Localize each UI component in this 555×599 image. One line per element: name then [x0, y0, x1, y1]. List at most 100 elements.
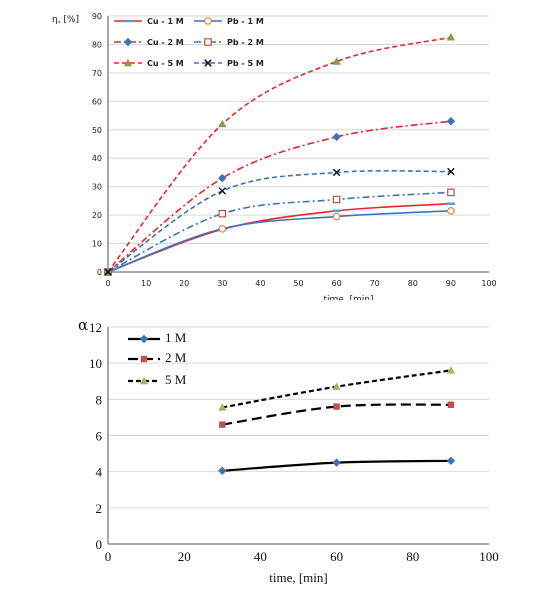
data-point — [218, 209, 227, 218]
legend-label: 2 M — [165, 350, 187, 365]
legend-marker — [140, 355, 148, 363]
series-line — [222, 403, 451, 426]
y-axis-label: α — [78, 316, 88, 334]
data-point — [218, 466, 227, 475]
y-tick-label: 0 — [96, 537, 103, 552]
data-point — [332, 458, 341, 467]
data-point — [446, 117, 456, 126]
data-point — [332, 382, 341, 390]
y-tick-label: 10 — [92, 240, 102, 249]
data-point — [446, 33, 456, 41]
x-tick-label: 0 — [105, 549, 112, 564]
series-line — [107, 202, 451, 273]
data-point — [104, 268, 112, 276]
y-tick-label: 70 — [92, 69, 102, 78]
series — [104, 167, 455, 276]
legend-label: Pb - 5 M — [227, 59, 264, 68]
x-tick-label: 60 — [332, 279, 342, 288]
data-point — [446, 366, 456, 374]
legend-entry: Pb - 2 M — [194, 38, 264, 47]
y-tick-label: 10 — [89, 356, 102, 371]
legend-entry: 5 M — [128, 372, 187, 387]
x-tick-label: 20 — [178, 549, 191, 564]
chart-efficiency: 0 10 20 30 40 50 60 70 80 90 0 10 20 30 40 50 60 70 80 90 10… — [52, 12, 497, 300]
legend-marker — [139, 334, 149, 344]
legend-label: Cu - 1 M — [147, 17, 184, 26]
y-tick-label: 90 — [92, 12, 102, 21]
series-line — [107, 169, 451, 273]
x-tick-label: 0 — [105, 279, 110, 288]
data-point — [446, 456, 456, 466]
data-point — [332, 132, 341, 142]
series-line — [107, 210, 451, 273]
data-point — [218, 403, 227, 411]
data-point — [447, 207, 455, 215]
x-tick-label: 10 — [141, 279, 151, 288]
legend-label: 1 M — [165, 330, 187, 345]
y-tick-label: 30 — [92, 183, 102, 192]
series — [219, 401, 455, 428]
series-line — [107, 36, 452, 273]
y-tick-label: 6 — [96, 429, 103, 444]
y-tick-label: 2 — [96, 501, 103, 516]
y-tick-label: 80 — [92, 40, 102, 49]
y-axis-label: η, [%] — [52, 15, 79, 25]
y-tick-label: 50 — [92, 126, 102, 135]
legend-entry: Pb - 5 M — [194, 59, 264, 68]
x-tick-label: 100 — [481, 279, 496, 288]
x-tick-label: 60 — [330, 549, 343, 564]
legend-label: Pb - 2 M — [227, 38, 264, 47]
x-tick-label: 30 — [217, 279, 227, 288]
y-tick-label: 20 — [92, 211, 102, 220]
legend-label: Cu - 5 M — [147, 59, 184, 68]
legend-marker — [204, 59, 212, 67]
legend-entry: Cu - 5 M — [114, 58, 184, 68]
data-point — [332, 195, 341, 204]
x-tick-label: 50 — [293, 279, 303, 288]
y-tick-label: 8 — [96, 392, 103, 407]
legend-marker — [123, 58, 133, 67]
series — [103, 33, 456, 276]
x-tick-label: 80 — [408, 279, 418, 288]
y-tick-label: 4 — [96, 465, 103, 480]
legend-entry: Cu - 2 M — [114, 37, 184, 47]
legend-label: Cu - 2 M — [147, 38, 184, 47]
x-axis-label: time, [min] — [323, 295, 373, 300]
x-tick-label: 40 — [254, 549, 267, 564]
data-point — [447, 401, 455, 408]
series — [104, 188, 455, 276]
x-tick-label: 20 — [179, 279, 189, 288]
x-tick-label: 80 — [406, 549, 419, 564]
legend-entry: Cu - 1 M — [114, 17, 184, 26]
data-point — [333, 403, 340, 410]
data-point — [218, 173, 227, 183]
series-line — [107, 191, 451, 273]
y-tick-label: 60 — [92, 97, 102, 106]
legend-marker — [139, 376, 149, 385]
x-axis-label: time, [min] — [269, 570, 328, 585]
legend-label: Pb - 1 M — [227, 17, 264, 26]
chart-alpha: 0 2 4 6 8 10 12 0 20 40 60 80 100 α time, [min] 1 M 2 M 5… — [78, 316, 499, 585]
legend-entry: 2 M — [128, 350, 187, 365]
x-tick-label: 100 — [479, 549, 499, 564]
data-point — [332, 57, 341, 65]
x-tick-label: 90 — [446, 279, 456, 288]
y-tick-label: 12 — [89, 320, 102, 335]
data-point — [218, 224, 227, 233]
y-tick-label: 0 — [97, 268, 102, 277]
legend-marker — [204, 38, 212, 46]
data-point — [332, 168, 341, 177]
grid — [108, 15, 489, 273]
legend-label: 5 M — [165, 372, 187, 387]
data-point — [219, 421, 226, 428]
data-point — [218, 119, 227, 128]
y-tick-label: 40 — [92, 154, 102, 163]
legend-entry: Pb - 1 M — [194, 17, 264, 26]
data-point — [218, 187, 227, 195]
x-tick-label: 70 — [370, 279, 380, 288]
data-point — [447, 188, 455, 197]
legend-marker — [123, 37, 133, 47]
series-line — [107, 120, 452, 273]
data-point — [447, 167, 455, 176]
legend-marker — [204, 17, 212, 25]
